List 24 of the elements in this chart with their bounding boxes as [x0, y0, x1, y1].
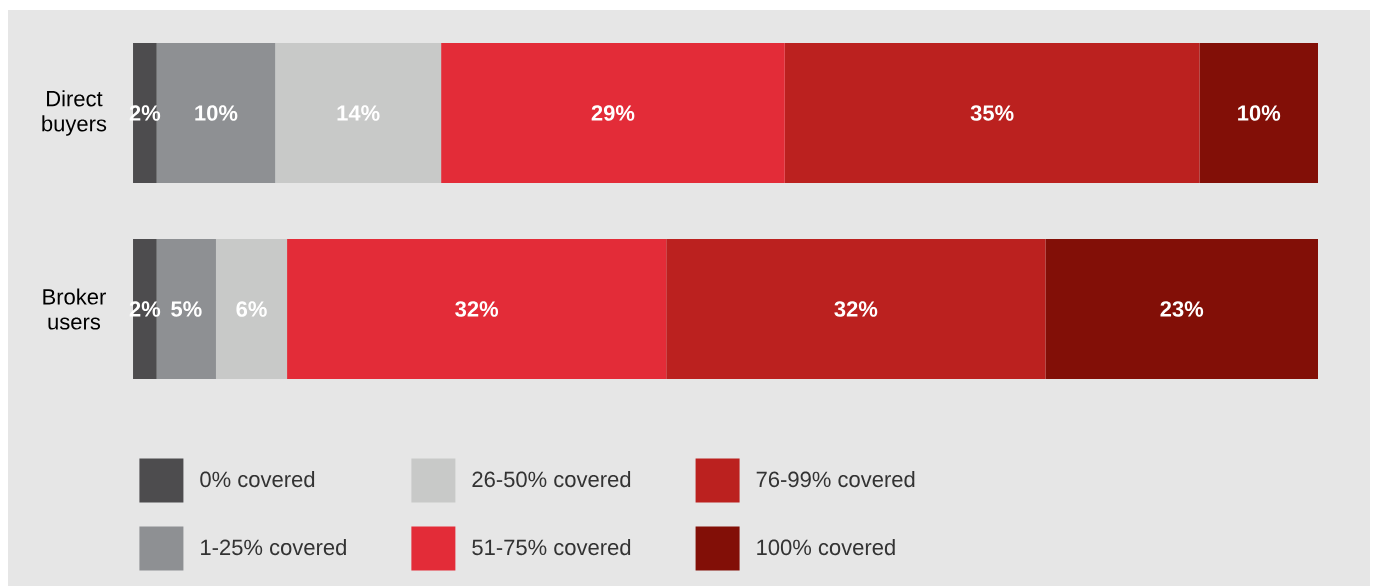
legend-label: 51-75% covered	[472, 538, 631, 556]
data-label: 10%	[1238, 105, 1281, 121]
bar	[1199, 43, 1318, 184]
legend-label: 100% covered	[757, 538, 895, 556]
bar	[1045, 239, 1318, 380]
bar	[666, 239, 1046, 380]
legend-label: 0% covered	[200, 470, 315, 488]
data-label: 32%	[834, 301, 878, 317]
legend-label: 76-99% covered	[756, 470, 915, 488]
legend-label: 1-25% covered	[201, 538, 346, 556]
bar	[784, 43, 1200, 184]
data-label: 23%	[1160, 301, 1204, 317]
data-label: 35%	[970, 105, 1014, 121]
bar	[275, 43, 442, 184]
bar	[441, 43, 785, 184]
y-tick-label: Direct buyers	[42, 90, 107, 136]
data-label: 29%	[591, 105, 635, 121]
data-label: 5%	[171, 301, 202, 317]
bar	[287, 239, 667, 380]
data-label: 10%	[195, 105, 238, 121]
y-tick-label: Broker users	[43, 288, 106, 330]
bar	[215, 239, 288, 380]
data-label: 32%	[455, 301, 499, 317]
legend-label: 26-50% covered	[472, 470, 631, 488]
